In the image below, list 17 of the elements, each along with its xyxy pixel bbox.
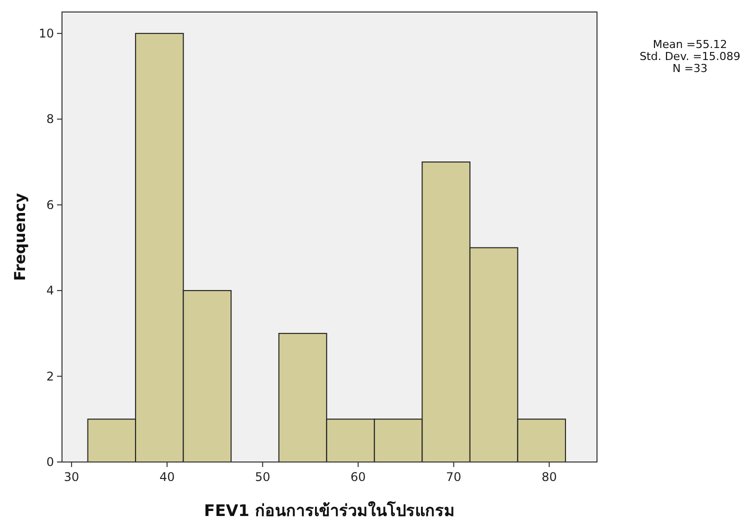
text: Mean =55.12	[652, 38, 728, 51]
x-tick-label: 80	[542, 470, 557, 484]
x-tick-label: 50	[254, 470, 270, 484]
x-tick-label: 60	[350, 470, 366, 484]
x-tick-label: 70	[446, 470, 462, 484]
y-tick-label: 6	[46, 198, 54, 212]
y-tick-label: 10	[38, 26, 54, 40]
x-axis-title: FEV1 ก่อนการเข้าร่วมในโปรแกรม	[204, 500, 455, 520]
text: N =33	[672, 62, 708, 75]
y-tick-label: 0	[46, 455, 54, 469]
x-tick-label: 40	[159, 470, 175, 484]
y-tick-label: 2	[46, 369, 54, 384]
text: Std. Dev. =15.089	[640, 50, 740, 63]
y-tick-label: 8	[46, 112, 54, 126]
y-axis-title: Frequency	[11, 192, 29, 281]
x-tick-label: 30	[64, 470, 80, 484]
y-tick-label: 4	[46, 284, 54, 298]
